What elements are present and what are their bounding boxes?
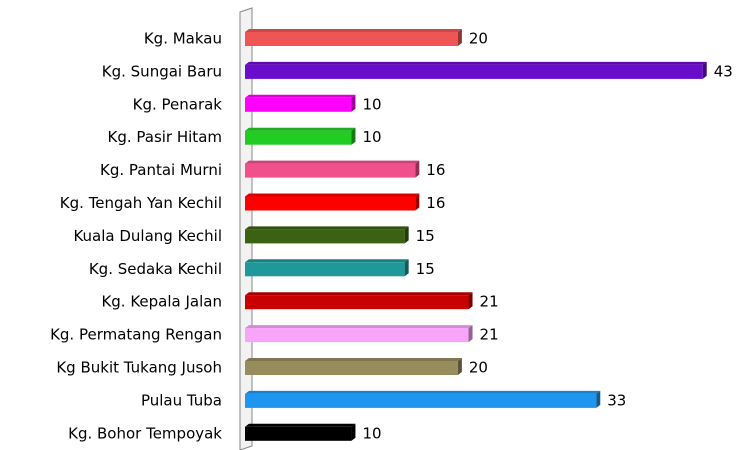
bar-top: [245, 226, 409, 230]
bar: [245, 292, 473, 310]
bar-top: [245, 423, 356, 427]
bar: [245, 259, 409, 277]
bar-end: [351, 423, 356, 441]
category-label: Kg. Permatang Rengan: [50, 326, 222, 344]
bar: [245, 423, 356, 441]
category-label: Pulau Tuba: [141, 391, 222, 409]
value-label: 20: [469, 359, 488, 377]
category-label: Kg. Penarak: [133, 95, 223, 113]
category-label: Kg. Bohor Tempoyak: [68, 424, 222, 442]
bar-top: [245, 358, 462, 361]
bar-face: [245, 64, 703, 79]
bar-top: [245, 193, 420, 197]
bar: [245, 160, 420, 178]
bar-face: [245, 295, 469, 310]
bar: [245, 358, 462, 375]
bar: [245, 29, 462, 46]
bar-end: [351, 94, 356, 112]
value-label: 21: [480, 326, 499, 344]
bar-top: [245, 29, 462, 32]
bar-top: [245, 325, 473, 329]
bar-top: [245, 61, 707, 65]
bar-end: [596, 390, 601, 408]
category-label: Kg. Tengah Yan Kechil: [60, 194, 222, 212]
bar-face: [245, 393, 597, 408]
value-label: 16: [426, 161, 445, 179]
bar-top: [245, 94, 356, 98]
value-label: 10: [362, 95, 381, 113]
bar: [245, 226, 409, 244]
value-label: 43: [714, 62, 733, 80]
value-label: 21: [480, 293, 499, 311]
bar-end: [351, 127, 356, 145]
bar-end: [468, 325, 473, 343]
bar-top: [245, 259, 409, 263]
bar: [245, 94, 356, 112]
bar-end: [404, 226, 409, 244]
bar-face: [245, 426, 352, 441]
value-label: 15: [416, 227, 435, 245]
value-label: 10: [362, 424, 381, 442]
bar-face: [245, 196, 416, 211]
bar-end: [457, 29, 462, 46]
category-label: Kg. Kepala Jalan: [101, 293, 222, 311]
category-label: Kg. Makau: [144, 30, 222, 48]
bar: [245, 193, 420, 211]
bar-face: [245, 262, 405, 277]
bar-end: [415, 193, 420, 211]
bar-face: [245, 328, 469, 343]
bar-top: [245, 390, 601, 394]
value-label: 15: [416, 260, 435, 278]
category-label: Kg. Sungai Baru: [102, 62, 222, 80]
category-label: Kg. Sedaka Kechil: [89, 260, 222, 278]
bar-end: [457, 358, 462, 375]
bar-face: [245, 163, 416, 178]
bar: [245, 325, 473, 343]
value-label: 10: [362, 128, 381, 146]
bar: [245, 390, 601, 408]
bar-end: [404, 259, 409, 277]
bar: [245, 127, 356, 145]
bar-top: [245, 127, 356, 131]
bar-face: [245, 32, 458, 46]
bar-top: [245, 160, 420, 164]
category-label: Kg Bukit Tukang Jusoh: [56, 359, 222, 377]
bar-face: [245, 361, 458, 375]
category-label: Kuala Dulang Kechil: [73, 227, 222, 245]
value-label: 20: [469, 30, 488, 48]
bar-top: [245, 292, 473, 296]
bar-face: [245, 229, 405, 244]
value-label: 16: [426, 194, 445, 212]
bar-face: [245, 97, 352, 112]
bar-face: [245, 130, 352, 145]
bar-end: [702, 61, 707, 79]
bar: [245, 61, 707, 79]
category-label: Kg. Pantai Murni: [100, 161, 222, 179]
value-label: 33: [607, 391, 626, 409]
category-label: Kg. Pasir Hitam: [107, 128, 222, 146]
bar-end: [468, 292, 473, 310]
bar-end: [415, 160, 420, 178]
